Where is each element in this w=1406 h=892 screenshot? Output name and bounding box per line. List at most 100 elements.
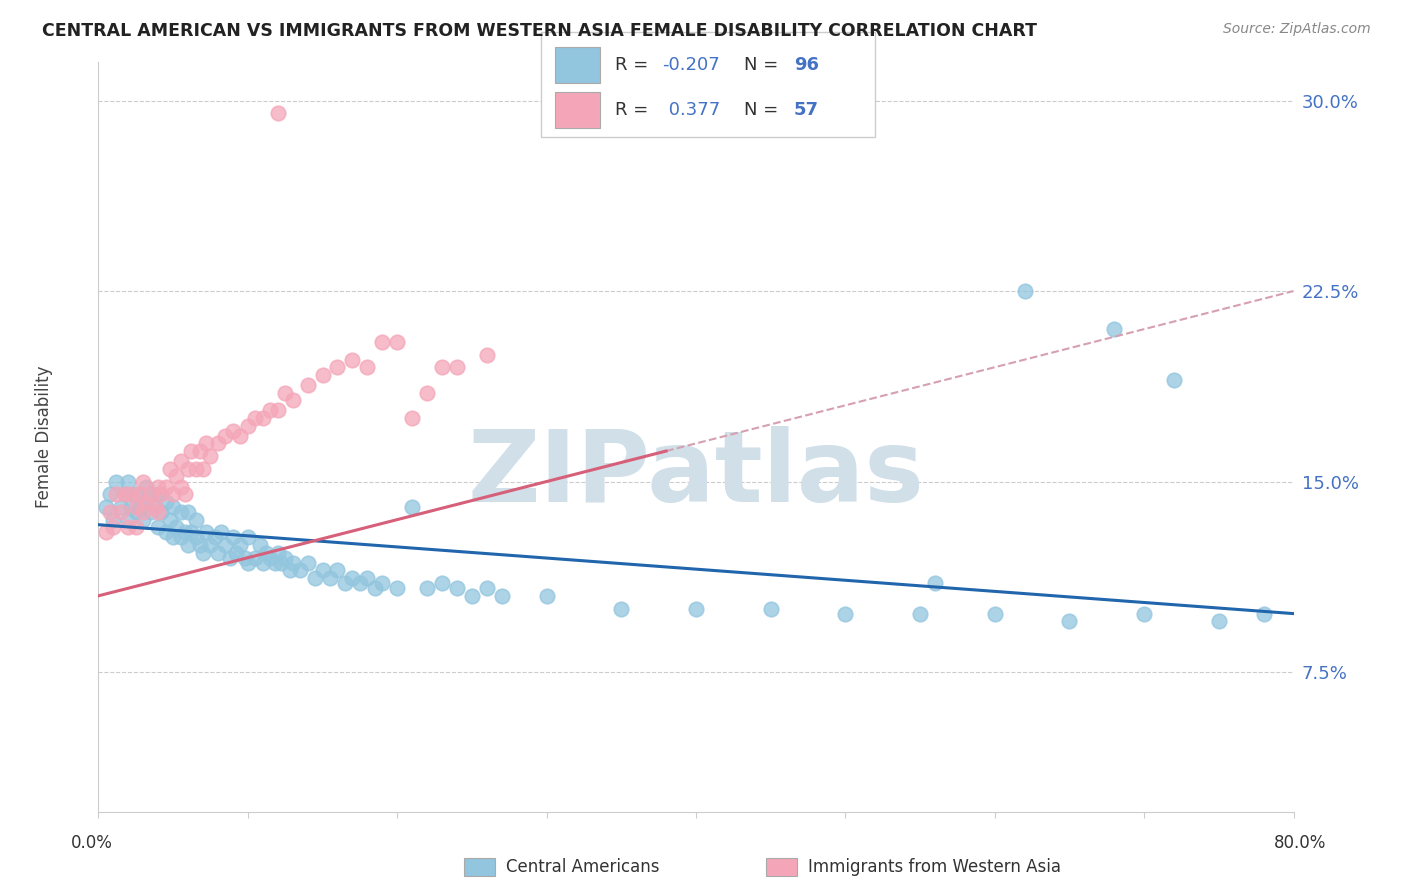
Point xyxy=(252,556,274,570)
Point xyxy=(446,360,468,375)
Point xyxy=(200,538,222,552)
Point xyxy=(416,385,439,400)
Point xyxy=(491,589,513,603)
Point xyxy=(274,550,297,565)
Point xyxy=(165,469,187,483)
Point xyxy=(155,480,177,494)
Point xyxy=(169,530,191,544)
Point xyxy=(174,487,197,501)
Point xyxy=(188,538,211,552)
Point xyxy=(270,556,292,570)
Point xyxy=(174,525,197,540)
Point xyxy=(204,530,226,544)
Text: N =: N = xyxy=(744,55,783,74)
Point xyxy=(105,487,128,501)
Point xyxy=(475,347,498,361)
Point xyxy=(319,571,342,585)
Point xyxy=(311,563,333,577)
Point xyxy=(297,556,319,570)
Point xyxy=(169,454,191,468)
Point xyxy=(188,444,211,458)
Point xyxy=(150,505,173,519)
Point xyxy=(281,556,304,570)
Point xyxy=(94,525,117,540)
Point xyxy=(1253,607,1275,621)
FancyBboxPatch shape xyxy=(555,46,600,83)
Text: 57: 57 xyxy=(794,102,818,120)
Point xyxy=(430,360,453,375)
Text: 0.0%: 0.0% xyxy=(70,834,112,852)
Point xyxy=(200,449,222,463)
Point xyxy=(1104,322,1126,336)
Point xyxy=(249,538,271,552)
Point xyxy=(1133,607,1156,621)
Point xyxy=(1208,614,1230,628)
Text: 96: 96 xyxy=(794,55,818,74)
Point xyxy=(105,475,128,489)
Point xyxy=(117,520,139,534)
Point xyxy=(371,576,394,591)
Point xyxy=(184,530,207,544)
Point xyxy=(159,462,181,476)
Point xyxy=(94,500,117,514)
Point xyxy=(245,550,267,565)
Point xyxy=(356,360,378,375)
Point xyxy=(162,530,184,544)
Point xyxy=(114,487,136,501)
Point xyxy=(349,576,371,591)
Point xyxy=(356,571,378,585)
Point xyxy=(385,581,409,595)
Point xyxy=(401,411,423,425)
Point xyxy=(1059,614,1081,628)
Point xyxy=(207,546,229,560)
Point xyxy=(304,571,326,585)
Point xyxy=(169,505,191,519)
Point xyxy=(288,563,311,577)
Point xyxy=(236,418,259,433)
Point xyxy=(759,601,782,615)
Point xyxy=(229,429,252,443)
Point xyxy=(180,444,202,458)
Point xyxy=(924,576,946,591)
Text: 0.377: 0.377 xyxy=(662,102,720,120)
Text: Central Americans: Central Americans xyxy=(506,858,659,876)
Point xyxy=(267,403,290,417)
Point xyxy=(333,576,356,591)
Point xyxy=(98,505,122,519)
Point xyxy=(129,500,152,514)
Text: ZIPatlas: ZIPatlas xyxy=(468,426,924,523)
Text: 80.0%: 80.0% xyxy=(1274,834,1327,852)
Point xyxy=(908,607,931,621)
Point xyxy=(281,393,304,408)
Point xyxy=(139,487,162,501)
Point xyxy=(1163,373,1185,387)
Point xyxy=(165,520,187,534)
Point xyxy=(229,538,252,552)
Point xyxy=(461,589,484,603)
Point xyxy=(259,403,281,417)
Point xyxy=(371,334,394,349)
Point xyxy=(364,581,387,595)
Point xyxy=(416,581,439,595)
Point xyxy=(177,505,200,519)
Point xyxy=(1014,284,1036,298)
Point xyxy=(177,538,200,552)
Point xyxy=(610,601,633,615)
Point xyxy=(159,513,181,527)
Text: -0.207: -0.207 xyxy=(662,55,720,74)
Point xyxy=(132,475,155,489)
Point xyxy=(311,368,333,382)
Point xyxy=(259,550,281,565)
Point xyxy=(267,106,290,120)
Text: Female Disability: Female Disability xyxy=(35,366,53,508)
Point xyxy=(274,385,297,400)
Text: Immigrants from Western Asia: Immigrants from Western Asia xyxy=(808,858,1062,876)
Point xyxy=(117,475,139,489)
Point xyxy=(162,487,184,501)
FancyBboxPatch shape xyxy=(541,32,876,137)
Point xyxy=(254,546,277,560)
Point xyxy=(177,462,200,476)
Point xyxy=(103,520,125,534)
Point xyxy=(263,556,285,570)
Point xyxy=(278,563,301,577)
